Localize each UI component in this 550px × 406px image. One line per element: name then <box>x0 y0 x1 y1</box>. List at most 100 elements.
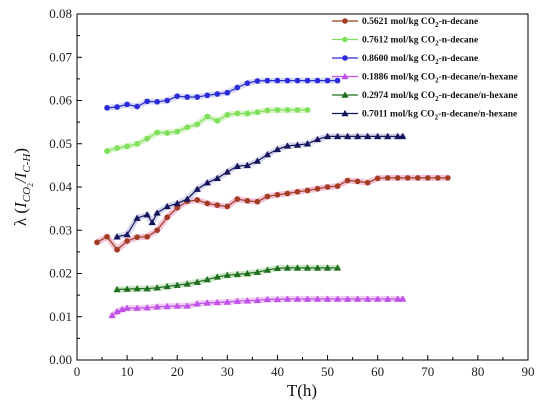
data-point <box>283 295 292 302</box>
data-point <box>244 80 251 86</box>
data-point <box>354 295 362 302</box>
data-point <box>223 168 231 175</box>
data-point <box>134 140 140 147</box>
data-point <box>163 202 171 210</box>
x-tick-label: 10 <box>121 364 134 379</box>
x-tick-label: 80 <box>471 364 484 379</box>
data-point <box>108 311 116 319</box>
data-point <box>174 204 181 211</box>
data-point <box>174 128 181 135</box>
data-point <box>384 132 392 140</box>
data-point <box>143 304 151 311</box>
data-point <box>193 278 201 285</box>
series-band <box>114 264 341 293</box>
data-point <box>194 94 201 100</box>
data-point <box>274 191 281 198</box>
data-point <box>153 209 161 216</box>
legend-label: 0.8600 mol/kg CO2-n-decane <box>362 54 478 66</box>
data-point <box>254 198 261 205</box>
data-point <box>264 77 271 84</box>
y-tick-label: 0.02 <box>49 266 72 281</box>
data-point <box>293 264 302 271</box>
data-point <box>243 297 251 304</box>
data-point <box>304 77 311 84</box>
data-point <box>173 302 181 309</box>
series-line <box>116 135 403 238</box>
x-tick-label: 0 <box>74 364 81 379</box>
data-point <box>304 107 311 113</box>
data-point <box>113 285 121 293</box>
data-point <box>224 111 231 118</box>
legend-item: 0.7612 mol/kg CO2-n-decane <box>332 36 478 48</box>
data-point <box>183 195 191 202</box>
data-point <box>293 141 302 148</box>
data-point <box>273 295 282 303</box>
data-point <box>164 214 170 221</box>
data-point <box>163 282 171 290</box>
data-point <box>399 132 407 140</box>
y-tick-label: 0.07 <box>49 49 72 64</box>
data-point <box>114 246 120 253</box>
data-point <box>303 140 312 147</box>
data-point <box>341 109 349 117</box>
data-point <box>233 162 241 169</box>
data-point <box>173 281 181 288</box>
data-point <box>334 183 341 189</box>
x-tick-label: 20 <box>171 364 184 379</box>
data-point <box>164 130 170 136</box>
data-point <box>223 298 231 305</box>
x-axis: 0 10 20 30 40 50 60 70 80 90 <box>74 355 535 379</box>
data-point <box>113 307 121 315</box>
data-point <box>244 110 251 117</box>
data-point <box>124 238 130 244</box>
data-point <box>333 132 342 140</box>
data-point <box>354 132 362 140</box>
data-point <box>284 77 291 84</box>
data-point <box>404 175 411 181</box>
data-point <box>364 295 372 302</box>
data-point <box>153 303 161 310</box>
data-point <box>184 94 191 100</box>
data-point <box>213 298 221 306</box>
legend-label: 0.7612 mol/kg CO2-n-decane <box>362 36 478 48</box>
data-point <box>234 110 241 117</box>
data-point <box>445 175 451 181</box>
data-point <box>104 148 110 154</box>
data-point <box>124 143 130 150</box>
data-point <box>341 72 349 80</box>
data-point <box>243 269 251 277</box>
data-point <box>148 218 156 226</box>
data-point <box>435 175 441 181</box>
data-point <box>143 211 151 218</box>
data-point <box>253 157 261 164</box>
data-point <box>294 107 301 113</box>
data-point <box>214 118 221 124</box>
data-point <box>213 273 221 280</box>
data-point <box>303 295 312 302</box>
legend: 0.5621 mol/kg CO2-n-decane 0.7612 mol/kg … <box>332 17 518 122</box>
data-point <box>133 304 141 311</box>
data-point <box>143 285 151 292</box>
data-point <box>234 84 241 91</box>
data-point <box>324 184 331 190</box>
data-point <box>203 275 211 283</box>
data-point <box>374 295 382 302</box>
data-point <box>254 78 261 84</box>
data-point <box>204 113 211 120</box>
data-point <box>123 285 131 292</box>
data-point <box>193 185 201 192</box>
data-point <box>173 199 181 207</box>
y-tick-label: 0.06 <box>49 93 72 108</box>
data-point <box>204 200 211 207</box>
data-point <box>283 264 292 271</box>
data-point <box>194 197 201 203</box>
data-point <box>234 196 241 202</box>
data-point <box>284 107 291 113</box>
data-point <box>133 214 141 221</box>
y-tick-label: 0.00 <box>49 352 72 367</box>
data-point <box>244 198 251 204</box>
data-point <box>384 175 391 181</box>
data-point <box>333 295 342 302</box>
data-point <box>274 107 281 113</box>
data-point <box>114 104 120 110</box>
